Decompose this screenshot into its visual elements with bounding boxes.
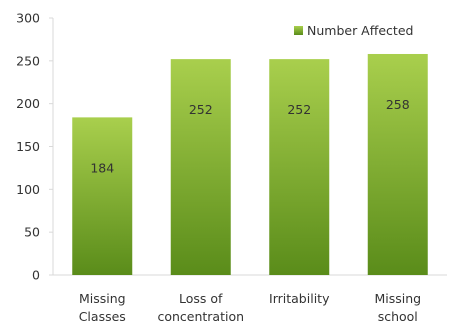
legend-swatch <box>294 26 303 35</box>
y-tick-label: 200 <box>16 96 40 111</box>
y-tick-label: 50 <box>24 225 40 240</box>
y-tick-label: 0 <box>32 268 40 283</box>
legend-label: Number Affected <box>307 23 413 38</box>
bar <box>170 59 231 276</box>
bar-data-label: 184 <box>90 160 114 175</box>
y-tick-label: 150 <box>16 139 40 154</box>
x-category-label: Missing school <box>374 291 421 324</box>
bar-data-label: 252 <box>287 102 311 117</box>
bar <box>269 59 330 276</box>
y-tick-label: 100 <box>16 182 40 197</box>
x-category-label: Loss of concentration <box>157 291 244 324</box>
x-category-label: Irritability <box>269 291 330 306</box>
bar <box>367 53 428 276</box>
bar-data-label: 252 <box>189 102 213 117</box>
legend: Number Affected <box>294 23 413 38</box>
bar-data-label: 258 <box>386 97 410 112</box>
bar <box>72 117 133 275</box>
y-tick-label: 250 <box>16 53 40 68</box>
x-category-label: Missing Classes <box>79 291 126 324</box>
y-tick-label: 300 <box>16 11 40 26</box>
